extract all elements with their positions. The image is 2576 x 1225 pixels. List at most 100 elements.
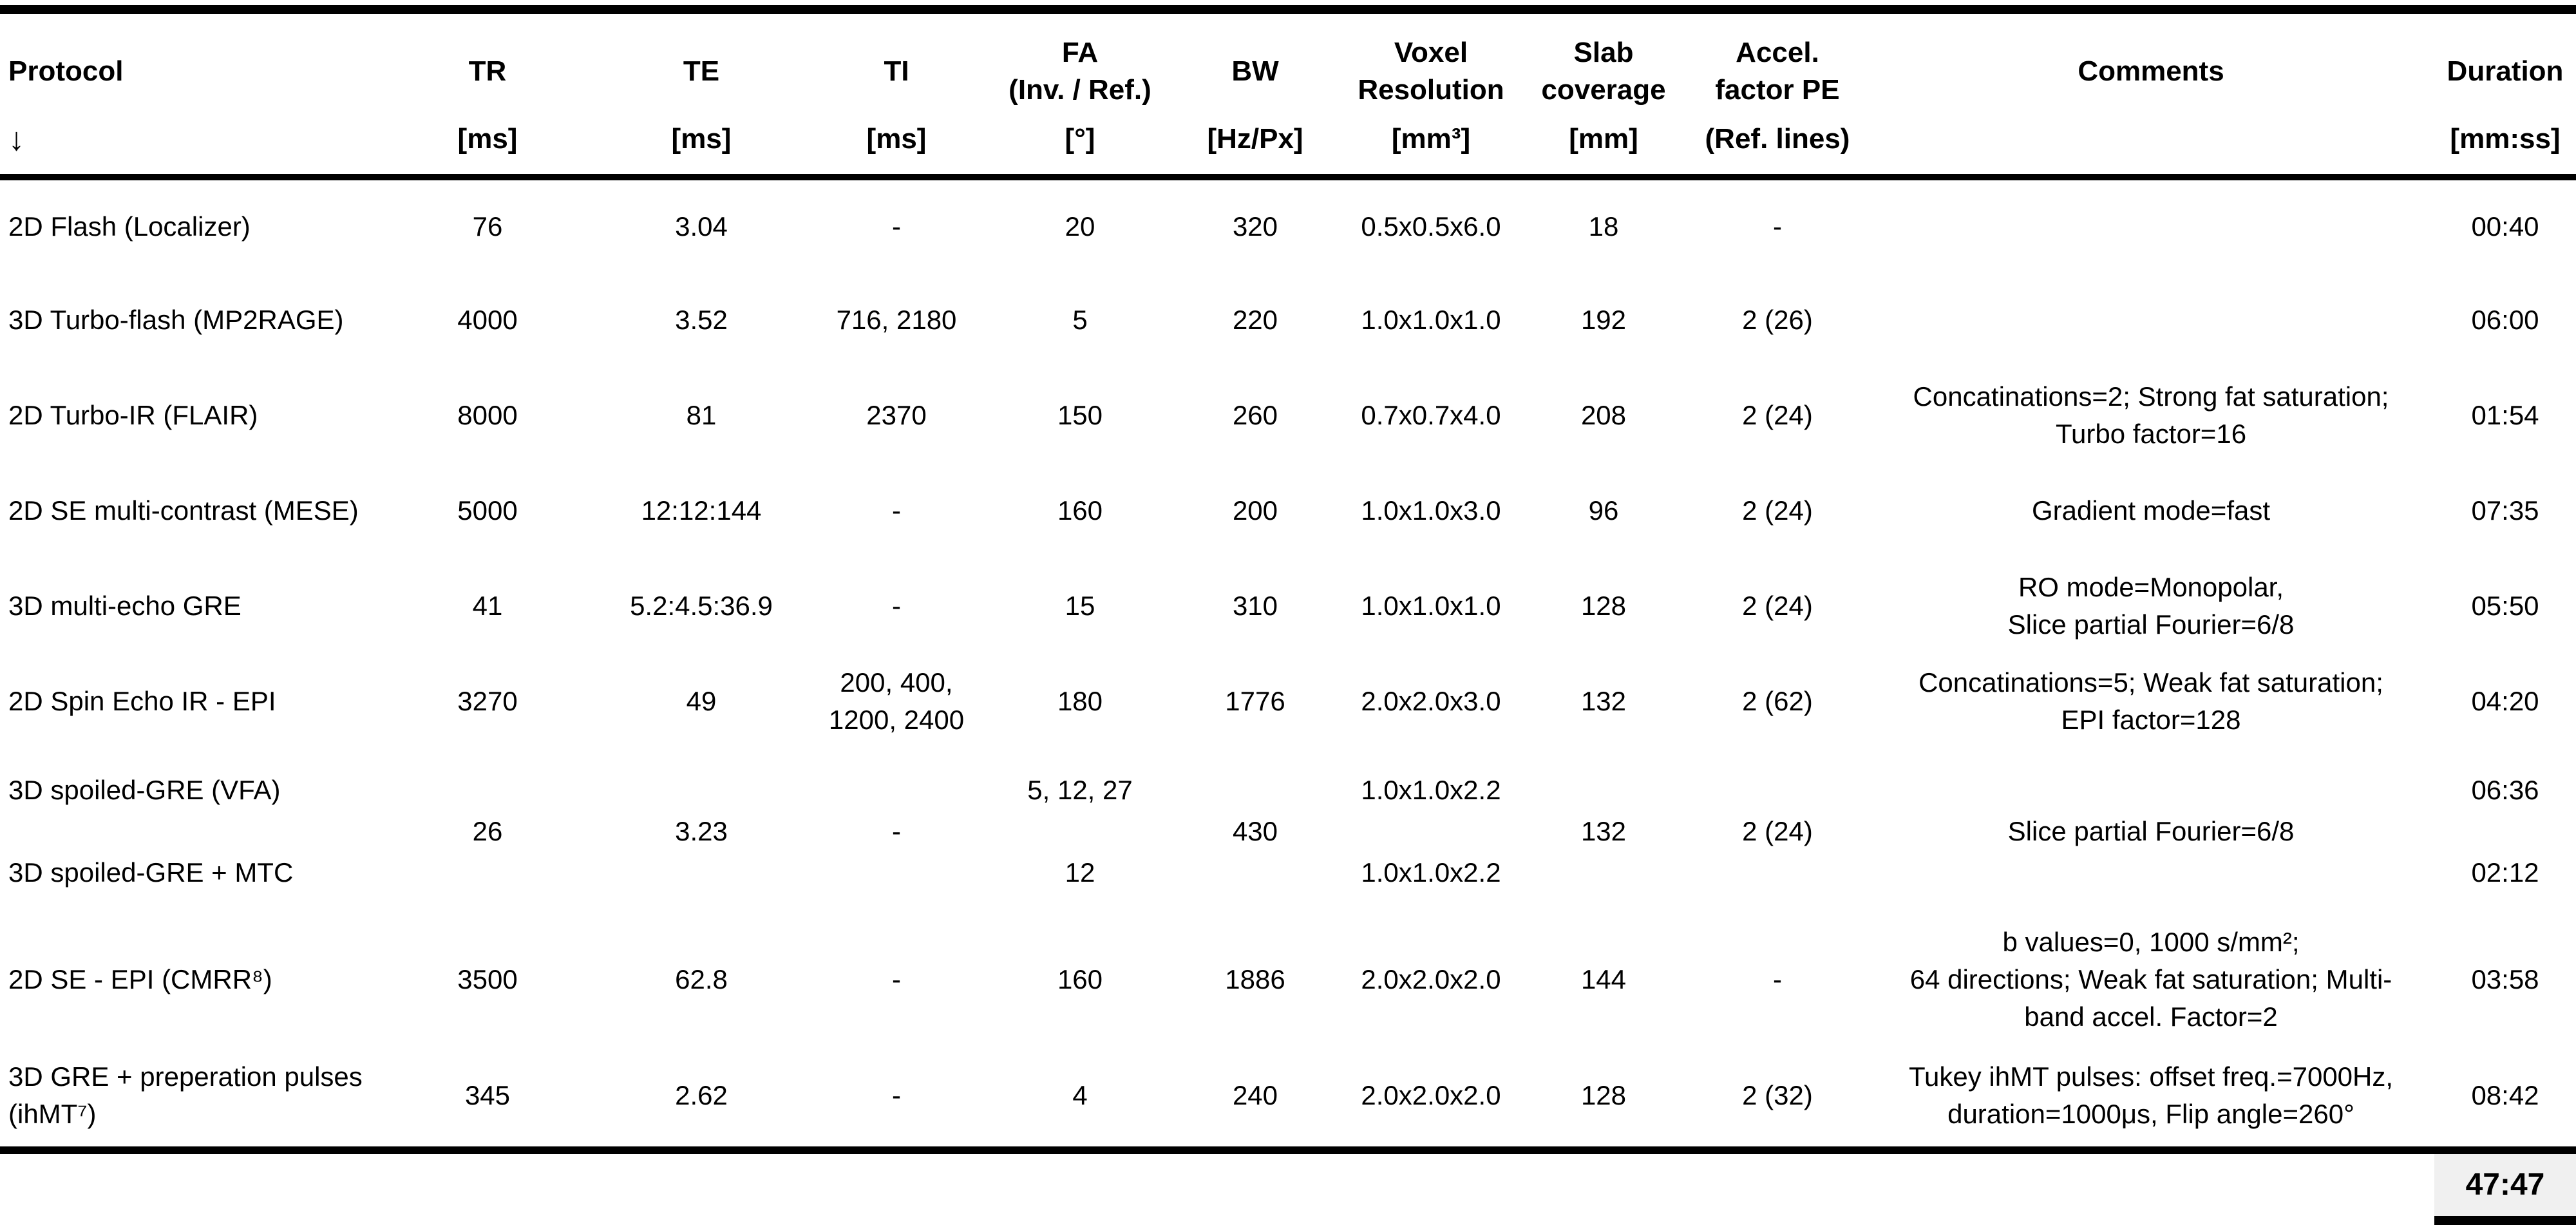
ti-cell: - [892, 964, 901, 994]
te-cell: 3.04 [675, 211, 728, 242]
ti-cell: - [892, 495, 901, 526]
accel-cell: 2 (62) [1742, 686, 1813, 716]
duration-cell: 03:58 [2471, 964, 2539, 994]
protocol-cell: 3D spoiled-GRE + MTC [8, 857, 294, 888]
ti-cell: 716, 2180 [836, 305, 957, 335]
down-arrow-icon: ↓ [8, 121, 24, 157]
col-header-bw: BW [Hz/Px] [1168, 10, 1342, 180]
col-header-fa: FA (Inv. / Ref.) [°] [992, 10, 1168, 180]
voxel-cell: 2.0x2.0x2.0 [1361, 964, 1501, 994]
table-body: 2D Flash (Localizer) 76 3.04 - 20 320 0.… [0, 177, 2576, 1225]
protocol-cell: 2D Flash (Localizer) [8, 211, 251, 242]
col-header-protocol: Protocol ↓ [0, 10, 374, 180]
col-unit-comments [1868, 122, 2434, 174]
duration-cell: 01:54 [2471, 400, 2539, 430]
protocol-cell: 2D SE - EPI (CMRR⁸) [8, 964, 272, 994]
te-cell: 62.8 [675, 964, 728, 994]
ti-cell: 200, 400, 1200, 2400 [828, 667, 965, 735]
te-cell: 81 [686, 400, 717, 430]
col-title-slab: Slab coverage [1541, 37, 1666, 106]
col-unit-fa: [°] [1065, 123, 1095, 155]
tr-cell: 41 [472, 591, 503, 621]
fa-cell: 4 [1072, 1080, 1088, 1110]
col-unit-duration: [mm:ss] [2450, 123, 2561, 155]
te-cell: 12:12:144 [641, 495, 762, 526]
comments-cell: Concatinations=2; Strong fat saturation;… [1913, 381, 2389, 449]
duration-cell: 06:00 [2471, 305, 2539, 335]
voxel-cell: 1.0x1.0x1.0 [1361, 305, 1501, 335]
voxel-cell: 1.0x1.0x1.0 [1361, 591, 1501, 621]
voxel-cell: 2.0x2.0x2.0 [1361, 1080, 1501, 1110]
duration-cell: 07:35 [2471, 495, 2539, 526]
col-header-ti: TI [ms] [801, 10, 992, 180]
comments-cell: b values=0, 1000 s/mm²; 64 directions; W… [1909, 926, 2392, 1032]
voxel-cell: 0.7x0.7x4.0 [1361, 400, 1501, 430]
protocol-cell: 3D spoiled-GRE (VFA) [8, 775, 281, 805]
col-unit-voxel: [mm³] [1391, 123, 1471, 155]
slab-cell: 128 [1580, 1080, 1627, 1110]
comments-cell: Concatinations=5; Weak fat saturation; E… [1918, 667, 2383, 735]
tr-cell: 5000 [457, 495, 518, 526]
fa-cell: 15 [1065, 591, 1095, 621]
te-cell: 49 [686, 686, 717, 716]
table-row-ihmt: 3D GRE + preperation pulses (ihMT⁷) 345 … [0, 1045, 2576, 1150]
protocol-cell: 3D multi-echo GRE [8, 591, 242, 621]
fa-cell: 180 [1057, 686, 1103, 716]
tr-cell: 76 [472, 211, 503, 242]
ti-cell: - [892, 1080, 901, 1110]
comments-cell: Gradient mode=fast [2031, 495, 2271, 526]
tr-cell: 3500 [457, 964, 518, 994]
accel-cell: - [1773, 964, 1782, 994]
voxel-cell: 1.0x1.0x3.0 [1361, 495, 1501, 526]
col-title-bw: BW [1231, 55, 1279, 87]
slab-cell: 192 [1580, 305, 1627, 335]
accel-cell: 2 (24) [1742, 591, 1813, 621]
table-row-spoiled-gre-mtc: 3D spoiled-GRE + MTC 12 1.0x1.0x2.2 02:1… [0, 831, 2576, 914]
col-title-protocol: Protocol [8, 55, 124, 87]
accel-cell: - [1773, 211, 1782, 242]
col-header-te: TE [ms] [601, 10, 801, 180]
slab-cell: 144 [1580, 964, 1627, 994]
bw-cell: 220 [1232, 305, 1278, 335]
total-row-spacer [0, 1146, 2434, 1220]
table-row-se-ir-epi: 2D Spin Echo IR - EPI 3270 49 200, 400, … [0, 654, 2576, 749]
te-cell: 3.52 [675, 305, 728, 335]
tr-cell: 345 [464, 1080, 511, 1110]
col-title-ti: TI [884, 55, 909, 87]
duration-cell: 00:40 [2471, 211, 2539, 242]
duration-cell: 08:42 [2471, 1080, 2539, 1110]
protocol-cell: 3D GRE + preperation pulses (ihMT⁷) [8, 1061, 363, 1129]
duration-cell: 06:36 [2471, 775, 2539, 805]
table-row-flair: 2D Turbo-IR (FLAIR) 8000 81 2370 150 260… [0, 368, 2576, 463]
tr-cell: 8000 [457, 400, 518, 430]
accel-cell: 2 (26) [1742, 305, 1813, 335]
duration-cell: 04:20 [2471, 686, 2539, 716]
bw-cell: 1886 [1225, 964, 1285, 994]
comments-cell-merged: Slice partial Fourier=6/8 [2007, 816, 2295, 846]
col-unit-tr: [ms] [457, 123, 518, 155]
col-unit-slab: [mm] [1569, 123, 1638, 155]
col-unit-ti: [ms] [866, 123, 927, 155]
total-row: 47:47 [0, 1146, 2576, 1225]
fa-cell: 160 [1057, 495, 1103, 526]
slab-cell: 96 [1588, 495, 1619, 526]
protocol-cell: 3D Turbo-flash (MP2RAGE) [8, 305, 344, 335]
table-row-se-epi-cmrr: 2D SE - EPI (CMRR⁸) 3500 62.8 - 160 1886… [0, 914, 2576, 1045]
col-unit-te: [ms] [671, 123, 732, 155]
bw-cell: 310 [1232, 591, 1278, 621]
col-header-duration: Duration [mm:ss] [2434, 10, 2576, 180]
tr-cell: 4000 [457, 305, 518, 335]
header-row: Protocol ↓ TR [ms] TE [ms] TI [ms] [0, 10, 2576, 180]
table-row-localizer: 2D Flash (Localizer) 76 3.04 - 20 320 0.… [0, 177, 2576, 272]
comments-cell: RO mode=Monopolar, Slice partial Fourier… [2007, 572, 2295, 640]
bw-cell: 200 [1232, 495, 1278, 526]
bw-cell: 260 [1232, 400, 1278, 430]
col-title-comments: Comments [2078, 55, 2224, 87]
comments-cell [1868, 272, 2434, 368]
voxel-cell: 0.5x0.5x6.0 [1361, 211, 1501, 242]
te-cell: 2.62 [675, 1080, 728, 1110]
te-cell-merged: 3.23 [675, 816, 728, 846]
slab-cell: 208 [1580, 400, 1627, 430]
table-row-mese: 2D SE multi-contrast (MESE) 5000 12:12:1… [0, 463, 2576, 558]
table-row-spoiled-gre-vfa: 3D spoiled-GRE (VFA) 26 3.23 - 5, 12, 27… [0, 749, 2576, 846]
